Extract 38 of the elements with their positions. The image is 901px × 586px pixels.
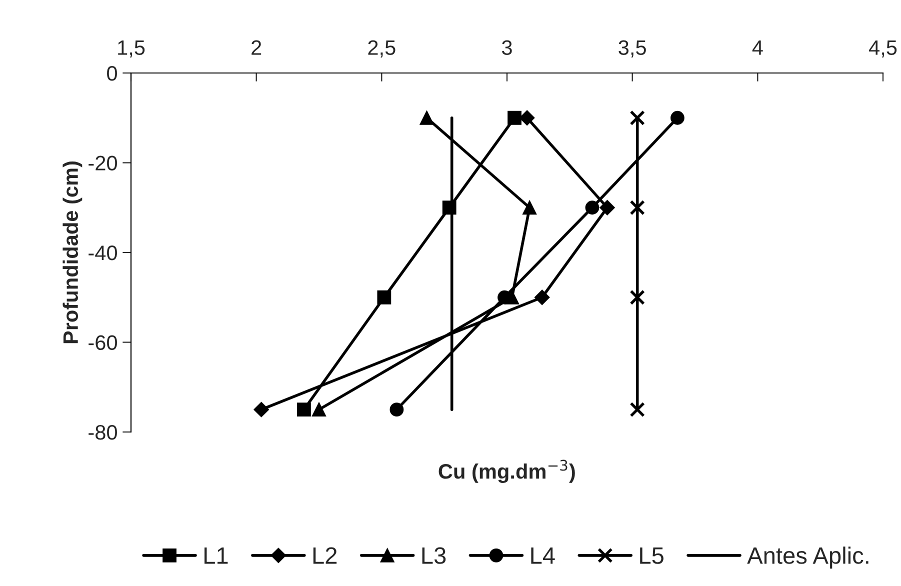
x-tick-label: 1,5 (118, 40, 145, 58)
point (534, 290, 550, 305)
legend-label: L3 (422, 547, 446, 564)
y-tick-label: -80 (88, 425, 117, 440)
point (630, 290, 645, 306)
y-axis-title: Profundidade (cm) (62, 162, 82, 344)
point (670, 110, 684, 125)
point (600, 200, 615, 216)
legend-label: L4 (531, 547, 555, 564)
point (519, 110, 535, 126)
x-tick-label: 2 (252, 40, 262, 55)
y-tick-label: -20 (88, 156, 117, 171)
x-tick-label: 4,5 (869, 40, 897, 58)
y-tick-label: 0 (107, 66, 117, 81)
point (377, 290, 392, 304)
legend-label: Antes Aplic. (747, 546, 868, 569)
point (630, 200, 645, 216)
point (585, 200, 600, 215)
x-tick-label: 2,5 (368, 40, 396, 58)
point (508, 110, 522, 125)
point (522, 200, 537, 215)
point (254, 402, 269, 418)
legend-label: L2 (313, 547, 337, 564)
y-tick-label: -60 (88, 335, 117, 350)
x-tick-label: 4 (752, 40, 763, 55)
y-tick-label: -40 (88, 246, 117, 260)
point (420, 110, 434, 125)
point (312, 402, 326, 417)
x-tick-label: 3 (502, 40, 512, 55)
x-axis-title: Cu (mg.dm$^{−3}$) (438, 460, 575, 483)
point (390, 402, 404, 417)
point (297, 402, 311, 417)
legend-label: L5 (640, 547, 664, 564)
legend-label: L1 (204, 547, 228, 564)
point (630, 110, 645, 126)
point (498, 290, 512, 304)
x-tick-label: 3,5 (618, 40, 646, 58)
point (630, 402, 645, 418)
